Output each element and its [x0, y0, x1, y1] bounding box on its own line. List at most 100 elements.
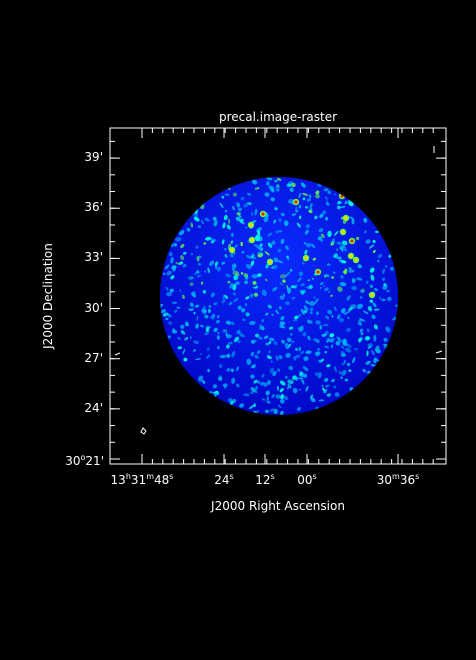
- speckle: [324, 287, 329, 292]
- speckle: [233, 336, 240, 343]
- speckle: [224, 294, 228, 299]
- speckle: [331, 238, 336, 245]
- speckle: [345, 327, 351, 333]
- speckle: [292, 387, 298, 394]
- bright-source-core: [344, 216, 348, 220]
- speckle: [178, 230, 185, 236]
- primary-beam-disc: [160, 177, 398, 415]
- speckle: [274, 207, 278, 211]
- speckle: [288, 326, 294, 330]
- speckle: [365, 280, 369, 284]
- speckle: [360, 332, 364, 336]
- speckle: [370, 363, 376, 367]
- speckle: [232, 205, 235, 211]
- speckle: [356, 277, 363, 281]
- speckle: [194, 271, 198, 275]
- speckle: [172, 267, 176, 272]
- speckle: [243, 393, 250, 397]
- speckle: [338, 317, 345, 323]
- speckle: [354, 347, 358, 351]
- speckle: [214, 261, 219, 266]
- speckle: [343, 268, 348, 275]
- speckle: [250, 211, 254, 217]
- bright-source-core: [250, 238, 254, 242]
- speckle: [239, 218, 244, 223]
- speckle: [172, 301, 177, 304]
- speckle: [261, 398, 266, 401]
- speckle: [334, 365, 337, 373]
- speckle: [290, 381, 294, 384]
- speckle: [291, 182, 296, 188]
- speckle: [285, 222, 289, 226]
- bright-source-core: [349, 254, 353, 258]
- speckle: [224, 210, 228, 213]
- speckle: [304, 249, 308, 255]
- speckle: [315, 311, 320, 315]
- speckle: [266, 177, 273, 181]
- speckle: [233, 297, 239, 303]
- speckle: [219, 354, 227, 359]
- speckle: [235, 273, 240, 276]
- speckle: [348, 369, 352, 372]
- speckle: [377, 259, 380, 263]
- speckle: [278, 355, 283, 360]
- speckle: [319, 214, 323, 219]
- y-tick-label: 30': [84, 301, 103, 315]
- speckle: [298, 346, 302, 352]
- speckle: [252, 389, 258, 394]
- speckle: [212, 216, 217, 221]
- speckle: [203, 242, 207, 245]
- speckle: [211, 238, 217, 242]
- speckle: [244, 303, 247, 307]
- speckle: [336, 248, 339, 251]
- speckle: [235, 216, 239, 221]
- speckle: [267, 232, 273, 237]
- speckle: [239, 403, 245, 408]
- speckle: [290, 285, 296, 289]
- speckle: [359, 318, 366, 322]
- bright-source-core: [354, 258, 358, 262]
- speckle: [221, 261, 226, 265]
- speckle: [338, 337, 341, 340]
- speckle: [348, 201, 354, 207]
- speckle: [275, 185, 280, 192]
- speckle: [231, 263, 237, 269]
- speckle: [250, 260, 255, 267]
- bright-source-core: [370, 293, 374, 297]
- speckle: [283, 395, 289, 400]
- speckle: [256, 350, 261, 355]
- speckle: [298, 388, 302, 391]
- speckle: [286, 337, 292, 343]
- speckle: [267, 379, 271, 385]
- bright-source-core: [316, 270, 320, 274]
- speckle: [324, 331, 329, 336]
- speckle: [168, 321, 173, 325]
- speckle: [318, 399, 325, 402]
- speckle: [366, 328, 370, 333]
- bright-source-core: [261, 212, 265, 216]
- speckle: [295, 206, 298, 213]
- speckle: [275, 394, 281, 399]
- speckle: [206, 347, 210, 351]
- speckle: [295, 347, 298, 351]
- image-speckles: [160, 177, 398, 415]
- speckle: [231, 377, 236, 384]
- speckle: [340, 308, 346, 314]
- speckle: [234, 244, 238, 248]
- speckle: [230, 240, 234, 244]
- speckle: [347, 316, 350, 319]
- speckle: [326, 263, 331, 266]
- speckle: [336, 314, 341, 320]
- speckle: [369, 267, 375, 273]
- x-tick-label: 13h31m48s: [111, 472, 174, 487]
- speckle: [236, 212, 241, 216]
- speckle: [275, 355, 279, 361]
- speckle: [200, 352, 202, 355]
- speckle: [264, 278, 268, 282]
- speckle: [180, 243, 185, 249]
- speckle: [222, 329, 228, 333]
- speckle: [197, 225, 201, 228]
- speckle: [291, 340, 295, 344]
- speckle: [307, 279, 311, 282]
- speckle: [276, 368, 281, 372]
